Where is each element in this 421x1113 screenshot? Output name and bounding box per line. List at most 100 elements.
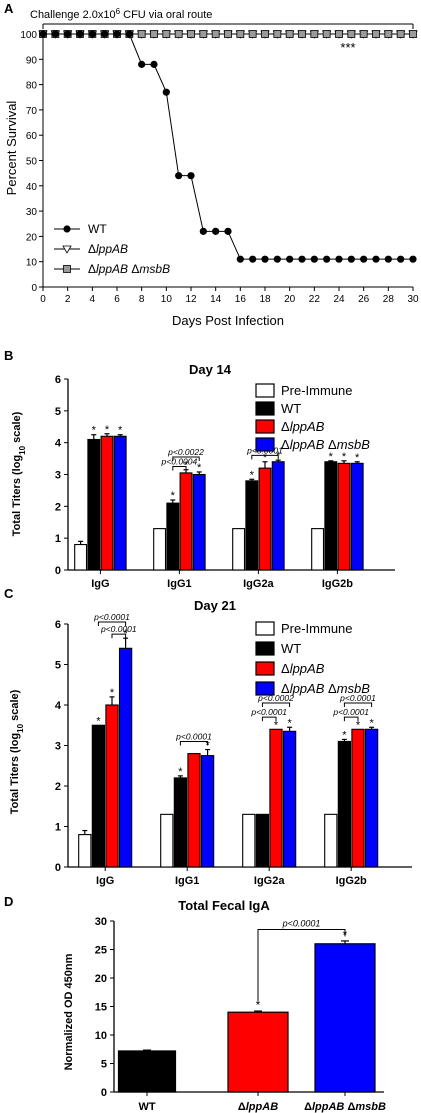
point-wt <box>298 255 306 263</box>
legend-label-lppab: ΔlppAB <box>88 242 128 256</box>
x-tick-label-a: 4 <box>90 294 96 305</box>
legend-b: Pre-Immune WT ΔlppAB ΔlppAB ΔmsbB <box>255 383 370 452</box>
legend-c: Pre-Immune WT ΔlppAB ΔlppAB ΔmsbB <box>255 621 370 696</box>
p-value-bracket-c <box>111 633 127 639</box>
legend-a: WT ΔlppAB ΔlppAB ΔmsbB <box>54 222 170 276</box>
significance-star-b: * <box>250 469 255 481</box>
legend-swatch-lppab <box>255 419 275 434</box>
point-wt <box>150 60 158 68</box>
legend-label-wt: WT <box>281 401 301 416</box>
y-tick-label-d: 10 <box>95 1030 107 1042</box>
point-wt <box>273 255 281 263</box>
p-value-bracket-c <box>261 716 277 722</box>
x-tick-label-b: IgG2a <box>243 578 274 590</box>
x-tick-label-a: 12 <box>185 294 197 305</box>
y-tick-label-c: 0 <box>55 862 61 874</box>
point-lppab-msbb <box>310 30 319 38</box>
point-wt <box>323 255 331 263</box>
y-axis-label-b: Total Titers (log10 scale) <box>11 411 27 536</box>
y-tick-label-d: 5 <box>101 1059 107 1071</box>
point-wt <box>125 30 133 38</box>
bar-wt-igg1 <box>173 777 188 868</box>
significance-star-c: * <box>287 717 292 729</box>
x-tick-label-c: IgG1 <box>175 875 199 887</box>
point-wt <box>64 30 72 38</box>
y-tick-label-b: 1 <box>55 533 61 545</box>
legend-marker-lppab-msbb <box>63 265 71 273</box>
x-tick-label-a: 20 <box>284 294 296 305</box>
bars-b: ******* **** * <box>74 424 364 571</box>
panel-b: B Day 14 Total Titers (log10 scale) 0 1 2 3… <box>4 348 395 590</box>
bar-lppab-msbb <box>314 943 376 1093</box>
significance-star-c: * <box>96 715 101 727</box>
x-tick-label-a: 6 <box>114 294 120 305</box>
legend-swatch-pre-immune <box>255 621 275 636</box>
y-tick-label-d: 30 <box>95 916 107 928</box>
p-value-bracket-c <box>343 716 359 722</box>
y-tick-label-c: 3 <box>55 741 61 753</box>
point-lppab-msbb <box>162 30 171 38</box>
y-tick-label-a: 20 <box>26 232 38 243</box>
point-wt <box>249 255 257 263</box>
point-wt <box>347 255 355 263</box>
point-wt <box>212 227 220 235</box>
point-lppab-msbb <box>409 30 417 38</box>
challenge-text-tail: CFU via oral route <box>120 9 212 21</box>
point-wt <box>162 88 170 96</box>
bar-wt-igg1 <box>166 502 180 571</box>
p-value-bracket-b <box>172 456 200 461</box>
p-value-label-b: p<0.0022 <box>167 447 204 457</box>
brackets-c: p<0.0001 p<0.0001 p<0.0001 p<0.0002 p<0.0001… <box>93 612 376 746</box>
legend-label-lppab-msbb: ΔlppAB ΔmsbB <box>88 262 170 276</box>
significance-star-b: * <box>171 490 176 502</box>
challenge-exponent: 6 <box>116 7 121 16</box>
panel-label-a: A <box>4 1 14 16</box>
significance-star-b: * <box>263 452 268 464</box>
point-wt <box>187 172 195 180</box>
y-tick-label-d: 25 <box>95 945 107 957</box>
x-tick-label-c: IgG <box>96 875 114 887</box>
point-lppab-msbb <box>211 30 220 38</box>
significance-star-c: * <box>178 766 183 778</box>
panel-a-annotation: Challenge 2.0x106 CFU via oral route <box>30 7 212 22</box>
legend-label-lppab: ΔlppAB <box>281 419 325 434</box>
bar-wt-igg <box>87 438 101 571</box>
legend-swatch-lppab-msbb <box>255 681 275 696</box>
significance-star-b: * <box>92 425 97 437</box>
bar-lppab-msbb-igg1 <box>192 473 206 571</box>
x-tick-label-a: 0 <box>40 294 46 305</box>
bar-lppab-msbb-igg2a <box>271 461 285 571</box>
p-value-bracket-d <box>257 929 346 1001</box>
point-lppab-msbb <box>359 30 368 38</box>
bar-wt-igg2b <box>337 740 352 868</box>
point-lppab-msbb <box>335 30 343 38</box>
significance-star-d: * <box>256 998 261 1012</box>
challenge-text: Challenge 2.0x10 <box>30 9 116 21</box>
point-lppab-msbb <box>248 30 257 38</box>
y-tick-label-b: 5 <box>55 406 61 418</box>
bars-c: ***** **** * <box>78 628 379 868</box>
point-lppab-msbb <box>347 30 356 38</box>
x-tick-label-a: 10 <box>161 294 173 305</box>
legend-swatch-wt <box>255 641 275 656</box>
legend-label-lppab-msbb: ΔlppAB ΔmsbB <box>281 437 370 452</box>
point-lppab-msbb <box>298 30 306 38</box>
significance-star-c: * <box>342 729 347 741</box>
legend-label-pre-immune: Pre-Immune <box>281 621 353 636</box>
x-tick-label-c: IgG2a <box>254 875 285 887</box>
significance-star-b: * <box>329 451 334 463</box>
panel-d: D Total Fecal IgA Normalized OD 450nm 0 5… <box>4 894 386 1113</box>
x-tick-label-a: 24 <box>333 294 345 305</box>
point-wt <box>261 255 269 263</box>
bar-pre-immune-igg2a <box>232 528 246 571</box>
x-tick-label-lppab-msbb: ΔlppAB ΔmsbB <box>304 1101 386 1113</box>
point-lppab-msbb <box>285 30 294 38</box>
x-tick-label-a: 8 <box>139 294 145 305</box>
legend-marker-wt <box>63 225 71 233</box>
y-tick-label-b: 6 <box>55 374 61 386</box>
bar-lppab-igg1 <box>179 472 193 571</box>
x-tick-label-a: 28 <box>383 294 395 305</box>
point-wt <box>397 255 405 263</box>
